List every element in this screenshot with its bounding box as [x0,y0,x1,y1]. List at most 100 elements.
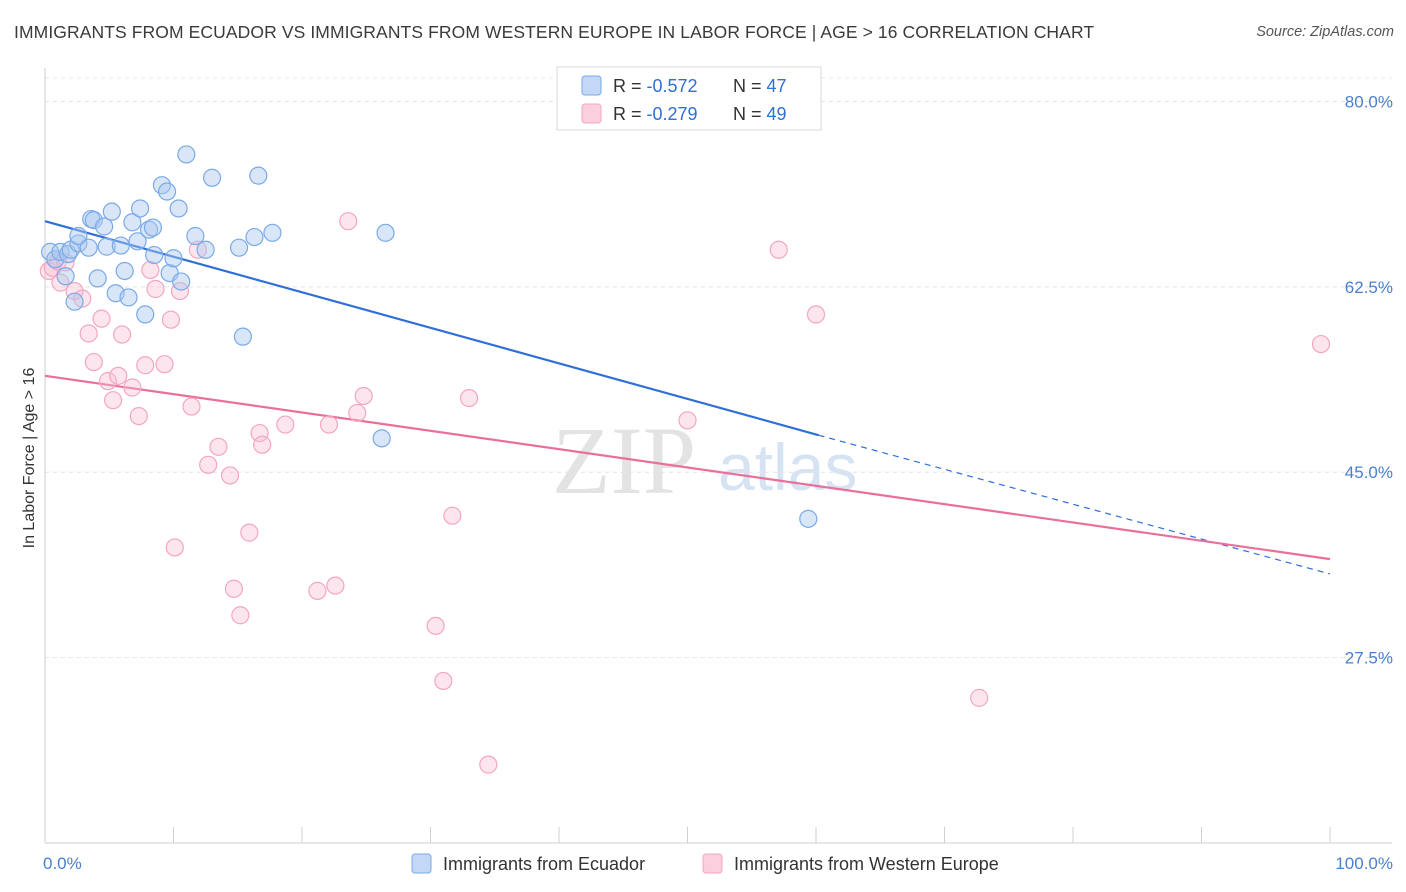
western-europe-point [253,435,272,454]
ecuador-point [69,234,88,253]
western-europe-point [224,579,243,598]
western-europe-point [276,415,295,434]
western-europe-point [188,240,208,259]
grid [45,77,1392,659]
ecuador-point [169,199,188,218]
watermark-zip: ZIP [552,407,696,514]
y-tick-label: 62.5% [1345,278,1393,297]
ecuador-point [186,226,205,246]
trend-lines [44,220,1331,575]
western-europe-point [109,366,128,385]
legend-r-value-2: -0.279 [647,104,698,124]
legend-row-2: R = -0.279 [613,104,698,124]
ecuador-point [164,249,183,268]
ecuador-point [79,238,98,257]
western-europe-point [354,386,373,406]
legend-r-label-1: R = [613,76,647,96]
correlation-legend: R = -0.572 N = 47 R = -0.279 N = 49 [556,66,822,131]
western-europe-point [231,606,250,625]
western-europe-point [98,372,118,391]
western-europe-point [434,671,453,691]
western-europe-point [769,240,788,259]
western-europe-point [79,324,98,343]
ecuador-point [119,288,138,307]
ecuador-point [88,269,107,288]
legend-r-label-2: R = [613,104,647,124]
western-europe-point [426,616,445,635]
y-tick-label: 27.5% [1345,649,1393,668]
x-tick-label-max: 100.0% [1335,854,1393,873]
legend-n-value-2: 49 [767,104,787,124]
ecuador-point [263,223,282,242]
legend-n-row-1: N = 47 [733,76,787,96]
western-europe-point [806,305,826,324]
western-europe-point [240,523,259,542]
western-europe-point [129,406,148,426]
ecuador-point [111,236,130,255]
western-europe-point [155,355,174,374]
western-europe-point [182,397,201,416]
ecuador-point [202,168,222,187]
ecuador-point [102,202,121,221]
western-europe-point [199,455,218,474]
ecuador-point [115,261,134,281]
western-europe-point [250,423,269,443]
watermark: ZIP atlas [552,407,857,514]
ecuador-point [177,145,196,164]
ecuador-point [229,238,249,257]
axes [44,68,1392,844]
western-europe-point [1311,334,1331,354]
legend-n-label-1: N = [733,76,767,96]
western-europe-point [220,466,240,485]
ecuador-point [145,245,164,265]
western-europe-point [92,309,111,328]
ecuador-point [143,218,163,237]
series-legend: Immigrants from Ecuador Immigrants from … [411,853,999,874]
western-europe-point [146,279,165,299]
series-legend-label-ecuador: Immigrants from Ecuador [443,854,645,874]
ecuador-point [84,211,103,230]
trend-line-0 [44,220,819,437]
western-europe-point [326,576,345,595]
legend-swatch-ecuador [581,75,602,96]
ecuador-point [799,509,818,528]
ecuador-point [372,429,391,448]
ecuador-point [56,267,75,286]
legend-n-label-2: N = [733,104,767,124]
western-europe-point [308,581,327,600]
chart-source: Source: ZipAtlas.com [1256,24,1394,40]
western-europe-point [209,437,228,456]
western-europe-point [970,688,989,707]
western-europe-point [165,538,184,557]
ecuador-point [136,305,155,324]
western-europe-point [443,506,462,525]
western-europe-point [65,281,84,301]
x-tick-label-min: 0.0% [43,854,82,873]
y-tick-label: 45.0% [1345,463,1393,482]
ecuador-point [130,199,150,218]
series-legend-swatch-ecuador [411,853,432,874]
ecuador-point [157,182,177,201]
ecuador-point [245,227,264,247]
chart-title: IMMIGRANTS FROM ECUADOR VS IMMIGRANTS FR… [14,22,1095,42]
y-tick-labels: 80.0% 62.5% 45.0% 27.5% [1345,92,1393,667]
ecuador-point [97,237,116,256]
trend-line-1 [44,374,1331,561]
ecuador-point [233,327,252,346]
western-europe-point [319,415,339,434]
western-europe-point [161,310,181,329]
legend-n-value-1: 47 [767,76,787,96]
western-europe-point [123,378,142,397]
ecuador-point [196,240,215,259]
legend-r-value-1: -0.572 [647,76,698,96]
legend-row-1: R = -0.572 [613,76,698,96]
ecuador-point [123,213,142,232]
watermark-atlas: atlas [718,430,857,504]
western-europe-point [112,325,132,344]
data-points [39,145,1331,774]
western-europe-point [339,212,358,231]
legend-swatch-western-europe [581,103,602,124]
trend-line-extension-0 [818,434,1331,575]
series-legend-swatch-western-europe [702,853,723,874]
